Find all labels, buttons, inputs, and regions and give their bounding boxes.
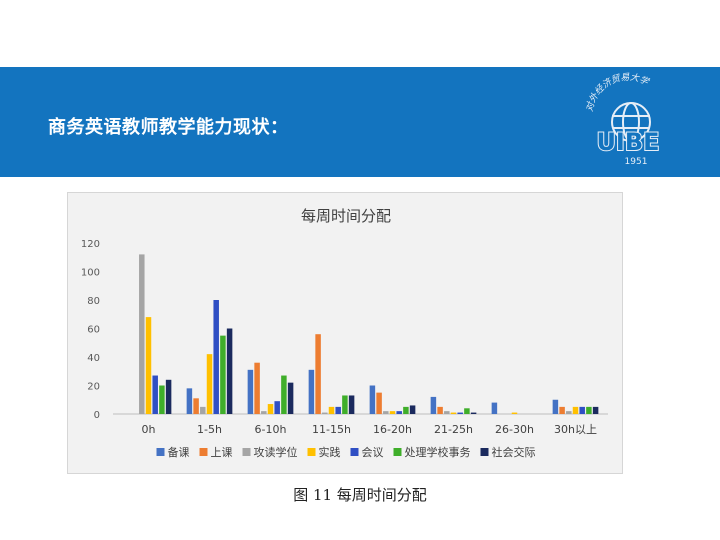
bar — [376, 392, 382, 415]
bar — [200, 406, 206, 415]
bar-chart: 每周时间分配 0 20 40 60 80 100 120 0h 1-5h 6-10h 11-15h… — [81, 207, 608, 459]
bar — [586, 406, 592, 415]
legend-swatch — [393, 448, 402, 456]
bar — [444, 411, 450, 414]
bar — [322, 412, 328, 414]
legend-label: 处理学校事务 — [405, 445, 471, 459]
bar — [206, 354, 213, 414]
legend-swatch — [242, 448, 251, 456]
y-axis-labels: 0 20 40 60 80 100 120 — [81, 239, 100, 421]
bar — [566, 411, 572, 414]
bar — [450, 412, 457, 414]
legend-swatch — [199, 448, 208, 456]
bar — [457, 412, 463, 414]
bar — [348, 395, 355, 414]
y-tick-label: 40 — [87, 353, 100, 364]
bar — [342, 395, 348, 414]
bar — [559, 406, 565, 415]
x-tick-label: 6-10h — [255, 423, 287, 436]
legend-swatch — [156, 448, 165, 456]
figure-caption: 图 11 每周时间分配 — [293, 486, 427, 504]
bar — [308, 369, 315, 414]
bar — [287, 382, 294, 414]
bar — [281, 375, 287, 414]
bar — [220, 335, 226, 415]
x-tick-label: 30h以上 — [554, 423, 597, 436]
x-tick-label: 21-25h — [434, 423, 473, 436]
bar — [315, 334, 321, 414]
x-tick-label: 11-15h — [312, 423, 351, 436]
x-tick-label: 0h — [142, 423, 156, 436]
chart-title: 每周时间分配 — [301, 207, 391, 225]
bar — [430, 396, 437, 414]
legend-swatch — [480, 448, 489, 456]
bar — [409, 405, 416, 414]
bar — [552, 399, 559, 414]
bar — [389, 411, 396, 414]
bar — [383, 411, 389, 414]
bar — [226, 328, 233, 414]
y-tick-label: 20 — [87, 382, 100, 393]
bar — [247, 369, 254, 414]
bar — [470, 412, 477, 414]
legend-label: 攻读学位 — [254, 445, 298, 459]
bar — [579, 406, 585, 415]
bar — [159, 385, 165, 414]
bar — [193, 398, 199, 414]
y-tick-label: 120 — [81, 239, 100, 250]
bar — [254, 362, 260, 414]
bar — [369, 385, 376, 414]
bar — [165, 379, 172, 414]
bar — [437, 406, 443, 415]
bar — [396, 411, 402, 414]
bar — [152, 375, 158, 414]
bar — [267, 404, 274, 414]
logo-year: 1951 — [625, 157, 648, 167]
x-tick-label: 16-20h — [373, 423, 412, 436]
legend: 备课 上课 攻读学位 实践 会议 处理学校事务 社会交际 — [156, 445, 536, 459]
bar — [592, 406, 599, 415]
legend-swatch — [307, 448, 316, 456]
x-tick-label: 1-5h — [197, 423, 222, 436]
bar — [335, 406, 341, 415]
legend-label: 上课 — [211, 446, 233, 459]
chart-panel: 每周时间分配 0 20 40 60 80 100 120 0h 1-5h 6-10h 11-15h… — [67, 192, 623, 474]
header-banner — [0, 67, 720, 177]
legend-label: 实践 — [319, 445, 341, 459]
uibe-logo: 对外经济贸易大学 UIBE 1951 — [584, 72, 660, 167]
x-tick-label: 26-30h — [495, 423, 534, 436]
y-tick-label: 80 — [87, 296, 100, 307]
bar — [328, 406, 335, 415]
slide-title: 商务英语教师教学能力现状： — [48, 117, 289, 138]
bar — [403, 406, 409, 415]
x-axis-labels: 0h 1-5h 6-10h 11-15h 16-20h 21-25h 26-30h 30h以上 — [142, 423, 597, 436]
bar — [491, 402, 498, 414]
bar — [145, 317, 152, 414]
bar — [261, 411, 267, 414]
bar — [464, 408, 470, 414]
legend-label: 备课 — [168, 445, 190, 459]
bar — [213, 300, 219, 414]
legend-label: 会议 — [362, 446, 384, 459]
bars — [139, 254, 599, 415]
legend-label: 社会交际 — [492, 445, 536, 459]
legend-swatch — [350, 448, 359, 456]
logo-wordmark: UIBE — [596, 128, 659, 156]
bar — [572, 406, 579, 415]
bar — [186, 388, 193, 414]
bar — [274, 401, 280, 414]
y-tick-label: 60 — [87, 325, 100, 336]
y-tick-label: 100 — [81, 268, 100, 279]
bar — [139, 254, 145, 414]
bar — [511, 412, 518, 414]
y-tick-label: 0 — [94, 410, 100, 421]
